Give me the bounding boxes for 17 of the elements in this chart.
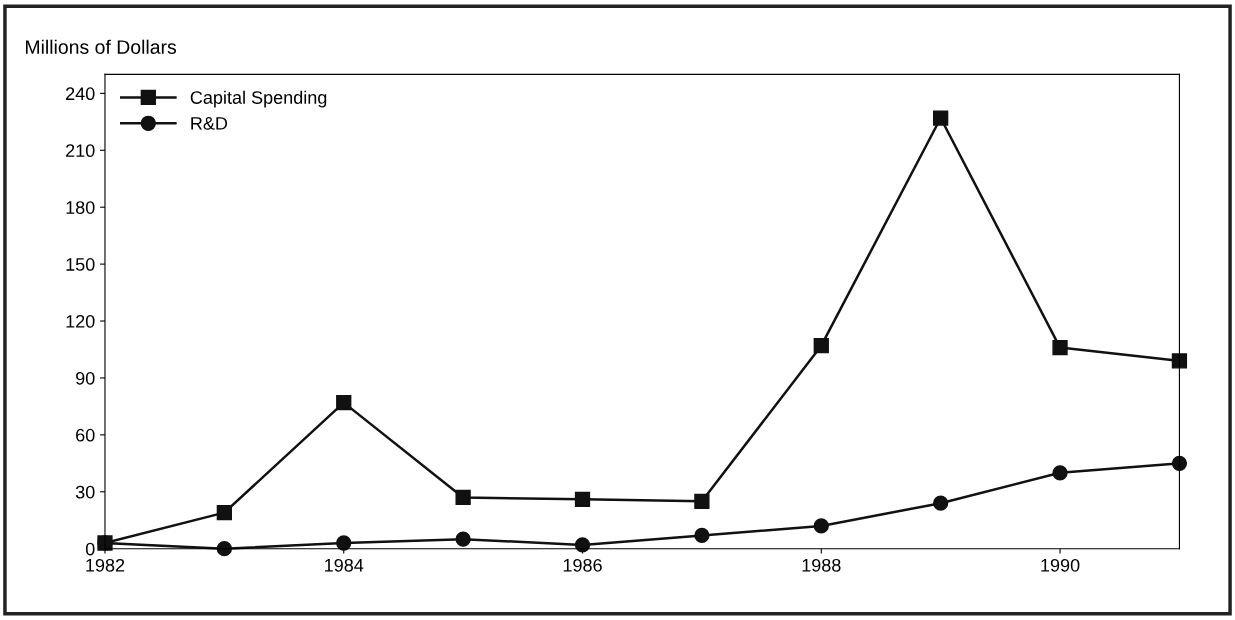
y-tick-label: 180 [66, 201, 95, 214]
x-tick-label: 1990 [1041, 558, 1080, 572]
y-tick-label: 150 [66, 258, 95, 271]
x-tick-label: 1986 [563, 558, 602, 572]
y-tick-label: 240 [66, 87, 95, 101]
legend-label: Capital Spending [190, 90, 327, 108]
x-tick-label: 1984 [325, 558, 364, 572]
y-axis-title: Millions of Dollars [25, 39, 177, 54]
y-tick-label: 30 [75, 485, 95, 499]
y-tick-label: 210 [66, 144, 95, 158]
y-tick-label: 0 [85, 542, 95, 556]
y-tick-label: 90 [76, 371, 95, 385]
y-tick-label: 120 [66, 314, 95, 328]
legend-label: R&D [191, 117, 228, 130]
x-tick-label: 1988 [802, 558, 841, 572]
y-tick-label: 60 [76, 428, 95, 442]
x-tick-label: 1982 [86, 558, 125, 572]
